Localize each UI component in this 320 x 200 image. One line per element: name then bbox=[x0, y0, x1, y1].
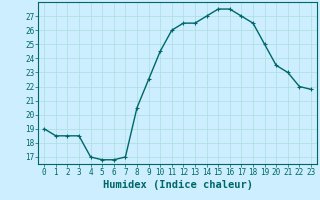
X-axis label: Humidex (Indice chaleur): Humidex (Indice chaleur) bbox=[103, 180, 252, 190]
